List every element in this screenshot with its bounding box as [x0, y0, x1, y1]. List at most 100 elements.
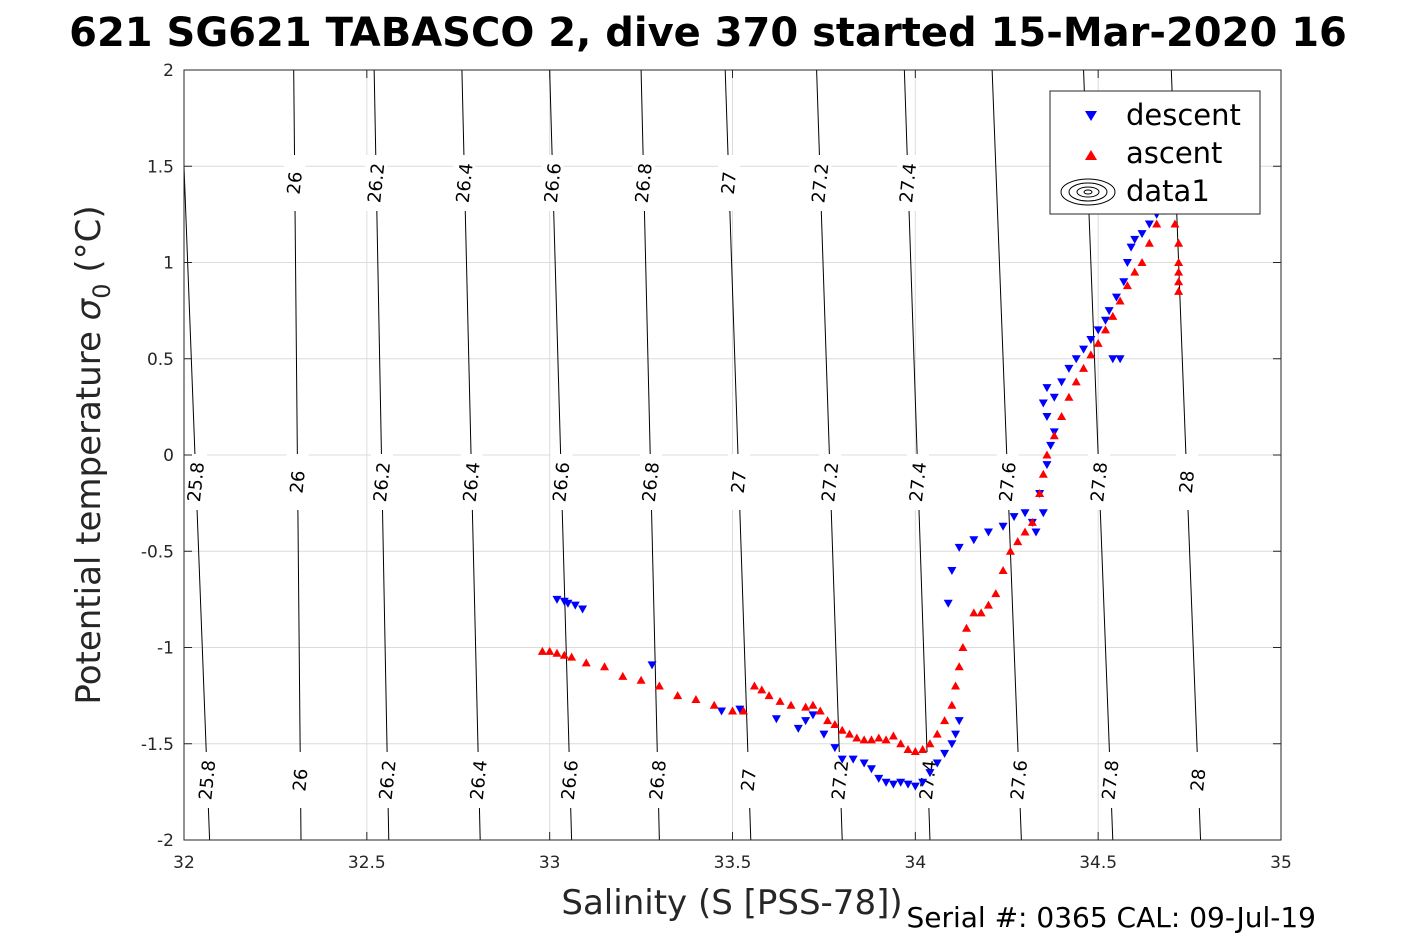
- contour-label-bg: [632, 155, 655, 211]
- ascent-point: [775, 696, 785, 705]
- ascent-point: [903, 745, 913, 754]
- legend-ascent-label: ascent: [1126, 136, 1222, 170]
- descent-point: [1108, 355, 1118, 364]
- contour-label-bg: [1099, 752, 1122, 808]
- contour-label-bg: [897, 155, 920, 211]
- descent-point: [1093, 326, 1103, 335]
- descent-point: [940, 749, 950, 758]
- descent-point: [947, 567, 957, 575]
- y-axis-label-suffix: (°C): [69, 205, 109, 283]
- ascent-point: [1174, 238, 1184, 247]
- y-axis-label-symbol: σ: [69, 297, 109, 320]
- ascent-point: [728, 706, 737, 715]
- ascent-point: [991, 589, 1001, 598]
- descent-point: [903, 780, 913, 789]
- contour-label: 27.8: [1098, 759, 1123, 801]
- ascent-point: [1122, 281, 1132, 290]
- descent-point: [1042, 384, 1052, 393]
- contour-label-bg: [365, 155, 388, 211]
- ascent-point: [691, 694, 701, 703]
- ascent-point: [600, 662, 610, 671]
- ascent-point: [636, 675, 646, 684]
- ascent-point: [1115, 296, 1125, 305]
- y-tick-label: 2: [163, 61, 174, 81]
- descent-point: [819, 730, 829, 739]
- descent-point: [932, 759, 942, 768]
- descent-point: [1137, 230, 1147, 239]
- legend-descent-marker: [1085, 111, 1097, 121]
- x-tick-label: 32.5: [348, 853, 386, 873]
- contour-label: 26: [284, 171, 307, 196]
- ascent-point: [1064, 392, 1074, 401]
- contour-label: 27.8: [1087, 461, 1112, 503]
- descent-point: [983, 528, 993, 537]
- descent-point: [910, 782, 920, 791]
- ascent-point: [918, 745, 928, 754]
- ascent-point: [1100, 325, 1110, 334]
- descent-point: [896, 778, 906, 787]
- contour-label-bg: [453, 155, 476, 211]
- descent-point: [1042, 413, 1052, 421]
- contour-label: 25.8: [195, 759, 220, 801]
- y-tick-label: -2: [157, 831, 174, 851]
- y-tick-label: -1: [157, 639, 174, 659]
- ascent-point: [738, 706, 748, 715]
- ascent-point: [559, 650, 569, 659]
- ascent-point: [881, 735, 891, 744]
- descent-point: [1115, 355, 1125, 364]
- contour-label: 27.6: [996, 461, 1021, 503]
- contour-label: 26.8: [632, 162, 657, 204]
- contour-label: 27.2: [808, 162, 833, 204]
- ascent-point: [969, 608, 979, 617]
- contour-label: 25.8: [184, 461, 209, 503]
- contour-label-bg: [907, 454, 930, 510]
- descent-point: [1031, 528, 1041, 537]
- x-axis-label: Salinity (S [PSS-78]): [561, 883, 902, 923]
- ascent-point: [1057, 412, 1067, 420]
- contour-label: 26.2: [370, 461, 395, 503]
- descent-point: [563, 599, 573, 608]
- ascent-point: [866, 735, 876, 744]
- contour-label-bg: [996, 454, 1019, 510]
- x-tick-label: 34: [905, 853, 927, 873]
- contour-label-bg: [1187, 752, 1210, 808]
- ascent-point: [1108, 311, 1118, 320]
- contour-label-bg: [196, 752, 219, 808]
- y-axis-label-prefix: Potential temperature: [69, 320, 109, 704]
- y-tick-label: 1.5: [147, 157, 174, 177]
- ascent-point: [1093, 338, 1103, 347]
- ascent-point: [801, 702, 811, 711]
- ascent-point: [567, 652, 577, 661]
- ascent-point: [1005, 546, 1015, 555]
- x-tick-label: 33.5: [714, 853, 752, 873]
- ascent-point: [888, 731, 898, 740]
- contour-label-bg: [717, 155, 740, 211]
- ascent-point: [976, 608, 986, 617]
- descent-point: [1064, 364, 1074, 373]
- contour-label-bg: [289, 752, 312, 808]
- descent-point: [1144, 220, 1154, 229]
- descent-point: [859, 759, 869, 768]
- contour-label: 27.6: [1007, 759, 1032, 801]
- ascent-point: [859, 735, 869, 744]
- descent-point: [969, 536, 979, 545]
- descent-point: [998, 522, 1008, 531]
- descent-point: [1086, 336, 1096, 344]
- contour-label: 26.6: [541, 162, 566, 204]
- descent-point: [1126, 243, 1136, 252]
- ascent-point: [815, 706, 825, 715]
- ascent-point: [998, 566, 1008, 574]
- contour-label-bg: [460, 454, 483, 510]
- descent-point: [1122, 259, 1132, 267]
- ascent-point: [1170, 219, 1180, 228]
- contour-label-bg: [916, 752, 939, 808]
- y-tick-label: -0.5: [141, 542, 174, 562]
- ascent-point: [947, 700, 957, 709]
- contour-label-bg: [639, 454, 662, 510]
- contour-label-bg: [370, 454, 393, 510]
- ascent-point: [940, 716, 950, 725]
- ascent-point: [808, 700, 818, 709]
- contour-label: 27: [738, 768, 761, 793]
- contour-label: 27.4: [896, 162, 921, 204]
